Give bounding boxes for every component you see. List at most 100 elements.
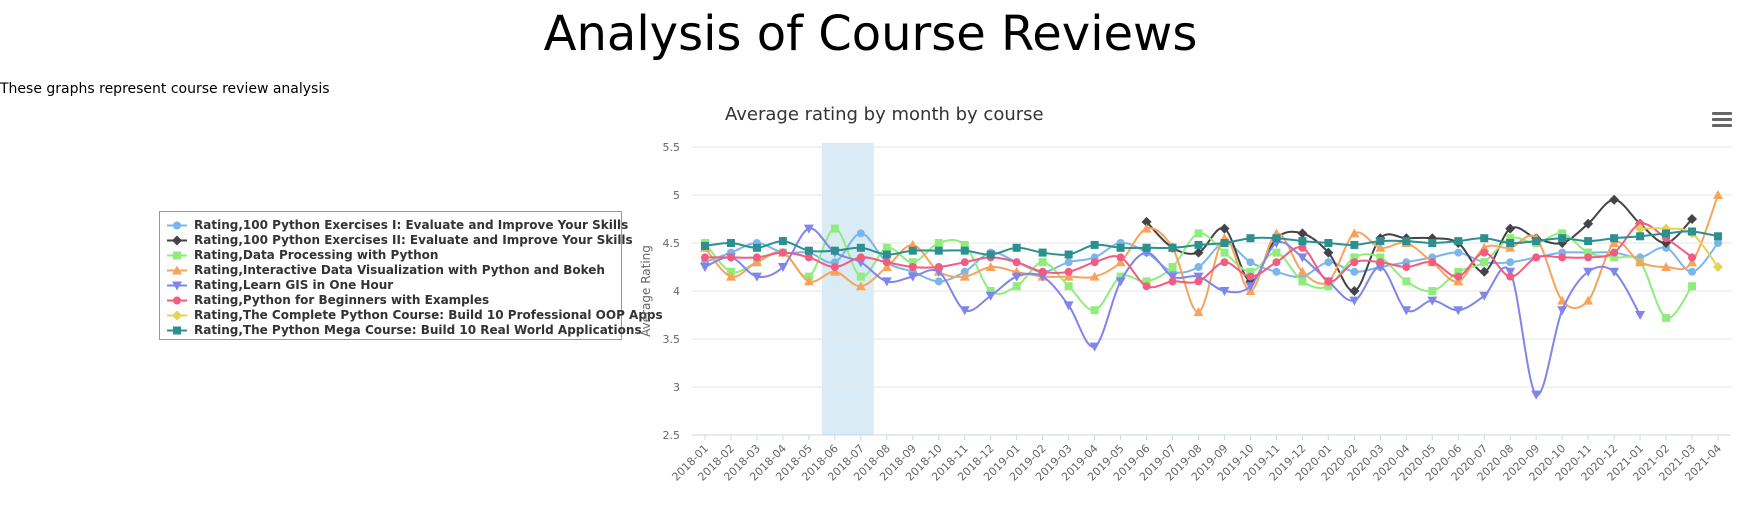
data-point[interactable] <box>699 263 710 272</box>
data-point[interactable] <box>1687 257 1698 267</box>
data-point[interactable] <box>1219 287 1230 296</box>
data-point[interactable] <box>882 243 891 252</box>
data-point[interactable] <box>751 272 762 282</box>
data-point[interactable] <box>1714 239 1723 247</box>
data-point[interactable] <box>1246 258 1255 267</box>
data-point[interactable] <box>1272 248 1281 257</box>
data-point[interactable] <box>1167 272 1178 282</box>
data-point[interactable] <box>1038 258 1047 267</box>
legend-marker[interactable] <box>173 326 181 335</box>
data-point[interactable] <box>1375 242 1386 252</box>
legend-marker[interactable] <box>173 296 181 305</box>
data-point[interactable] <box>1662 229 1671 238</box>
data-point[interactable] <box>1480 258 1489 267</box>
data-point[interactable] <box>1115 257 1126 267</box>
data-point[interactable] <box>856 253 865 262</box>
data-point[interactable] <box>1324 277 1333 286</box>
data-point[interactable] <box>1479 291 1490 301</box>
legend-marker[interactable] <box>172 310 182 321</box>
data-point[interactable] <box>752 243 761 252</box>
data-point[interactable] <box>1636 232 1645 241</box>
data-point[interactable] <box>1505 267 1516 277</box>
data-point[interactable] <box>1401 306 1412 316</box>
data-point[interactable] <box>1583 218 1594 229</box>
data-point[interactable] <box>1063 301 1074 311</box>
data-point[interactable] <box>1193 307 1204 317</box>
data-point[interactable] <box>1610 248 1619 257</box>
data-point[interactable] <box>1454 237 1463 246</box>
data-point[interactable] <box>1168 277 1177 286</box>
data-point[interactable] <box>1583 267 1594 277</box>
data-point[interactable] <box>1531 390 1542 400</box>
data-point[interactable] <box>1635 311 1646 320</box>
data-point[interactable] <box>856 229 865 238</box>
data-point[interactable] <box>1532 237 1541 246</box>
data-point[interactable] <box>1428 239 1437 247</box>
data-point[interactable] <box>1246 272 1255 281</box>
data-point[interactable] <box>1584 237 1593 246</box>
data-point[interactable] <box>1428 258 1437 267</box>
data-point[interactable] <box>1609 194 1620 205</box>
data-point[interactable] <box>830 246 839 255</box>
data-point[interactable] <box>1220 258 1229 267</box>
data-point[interactable] <box>1505 223 1516 234</box>
data-point[interactable] <box>1688 227 1697 236</box>
data-point[interactable] <box>1141 216 1152 227</box>
data-point[interactable] <box>1661 262 1672 271</box>
data-point[interactable] <box>1350 240 1359 249</box>
data-point[interactable] <box>1505 242 1516 252</box>
data-point[interactable] <box>1506 258 1515 267</box>
data-point[interactable] <box>1245 282 1256 292</box>
data-point[interactable] <box>725 271 736 281</box>
data-point[interactable] <box>1480 234 1489 243</box>
data-point[interactable] <box>1350 267 1359 276</box>
data-point[interactable] <box>934 239 943 247</box>
data-point[interactable] <box>1064 267 1073 276</box>
data-point[interactable] <box>881 277 892 287</box>
data-point[interactable] <box>1558 253 1567 262</box>
data-point[interactable] <box>1011 272 1022 282</box>
data-point[interactable] <box>700 241 709 250</box>
data-point[interactable] <box>1427 296 1438 306</box>
legend-marker[interactable] <box>173 221 181 230</box>
data-point[interactable] <box>1713 262 1724 272</box>
data-point[interactable] <box>1350 253 1359 262</box>
data-point[interactable] <box>1168 243 1177 252</box>
data-point[interactable] <box>752 253 761 262</box>
data-point[interactable] <box>751 257 762 267</box>
data-point[interactable] <box>726 253 735 262</box>
data-point[interactable] <box>986 250 995 259</box>
data-point[interactable] <box>1662 313 1671 322</box>
data-point[interactable] <box>1453 276 1464 286</box>
data-point[interactable] <box>1610 253 1619 262</box>
data-point[interactable] <box>1063 271 1074 281</box>
data-point[interactable] <box>726 239 735 247</box>
data-point[interactable] <box>1479 266 1490 277</box>
data-point[interactable] <box>1012 282 1021 291</box>
data-point[interactable] <box>1064 258 1073 267</box>
data-point[interactable] <box>1090 240 1099 249</box>
data-point[interactable] <box>1116 253 1125 262</box>
hamburger-menu-icon[interactable] <box>1712 112 1732 130</box>
data-point[interactable] <box>960 240 969 249</box>
data-point[interactable] <box>1635 257 1646 267</box>
data-point[interactable] <box>1194 240 1203 249</box>
data-point[interactable] <box>830 263 839 271</box>
data-point[interactable] <box>1064 282 1073 291</box>
data-point[interactable] <box>856 272 865 281</box>
data-point[interactable] <box>1089 342 1100 352</box>
data-point[interactable] <box>1480 248 1489 257</box>
data-point[interactable] <box>830 224 839 233</box>
data-point[interactable] <box>1272 258 1281 267</box>
data-point[interactable] <box>804 246 813 255</box>
data-point[interactable] <box>700 253 709 262</box>
data-point[interactable] <box>1168 263 1177 271</box>
data-point[interactable] <box>1038 267 1047 276</box>
data-point[interactable] <box>934 246 943 255</box>
data-point[interactable] <box>1297 228 1308 239</box>
data-point[interactable] <box>1714 232 1723 241</box>
legend-marker[interactable] <box>172 235 182 246</box>
data-point[interactable] <box>1219 223 1230 234</box>
data-point[interactable] <box>804 253 813 262</box>
data-point[interactable] <box>1609 267 1620 277</box>
